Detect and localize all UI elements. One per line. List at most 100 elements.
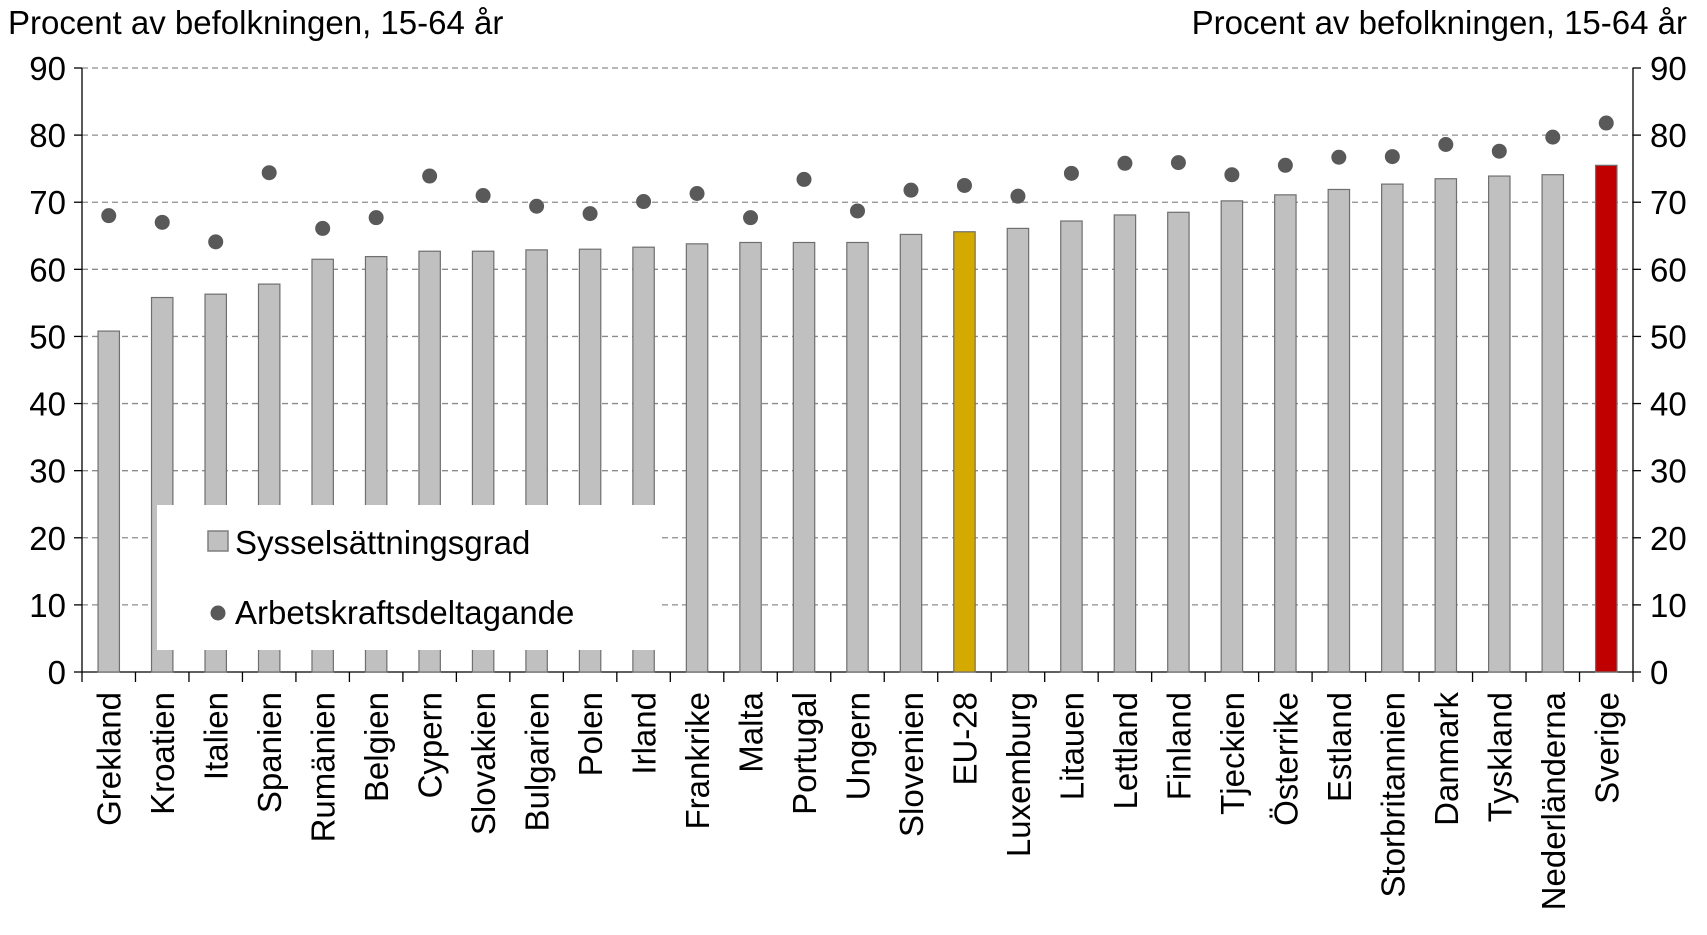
legend: Sysselsättningsgrad Arbetskraftsdeltagan… bbox=[157, 505, 659, 650]
legend-dot-swatch bbox=[210, 605, 226, 621]
x-tick-label: Polen bbox=[572, 692, 609, 776]
y-tick-label-left: 30 bbox=[29, 453, 66, 490]
x-tick-label: Frankrike bbox=[679, 692, 716, 830]
bar-finland bbox=[1167, 211, 1190, 673]
dot-series bbox=[101, 115, 1614, 250]
x-tick-label: Grekland bbox=[91, 692, 128, 826]
y-tick-label-right: 50 bbox=[1650, 318, 1687, 355]
dot-luxemburg bbox=[1010, 188, 1026, 204]
y-tick-label-left: 80 bbox=[29, 117, 66, 154]
x-tick-label: EU-28 bbox=[946, 692, 983, 786]
x-tick-label: Malta bbox=[733, 691, 770, 772]
y-tick-label-right: 90 bbox=[1650, 50, 1687, 87]
dot-nederländerna bbox=[1545, 129, 1561, 145]
bar-series bbox=[97, 164, 1618, 673]
dot-tyskland bbox=[1491, 143, 1507, 159]
dot-lettland bbox=[1117, 155, 1133, 171]
bar-litauen bbox=[1060, 220, 1083, 673]
bar-storbritannien bbox=[1381, 183, 1404, 673]
dot-storbritannien bbox=[1384, 149, 1400, 165]
legend-bar-swatch bbox=[207, 530, 229, 552]
x-tick-label: Finland bbox=[1160, 692, 1197, 800]
bar-grekland bbox=[97, 330, 121, 673]
y-tick-label-right: 10 bbox=[1650, 587, 1687, 624]
x-tick-label: Slovakien bbox=[465, 692, 502, 835]
y-tick-label-left: 10 bbox=[29, 587, 66, 624]
bar-sverige bbox=[1594, 164, 1618, 673]
y-tick-label-right: 30 bbox=[1650, 453, 1687, 490]
x-tick-label: Slovenien bbox=[893, 692, 930, 837]
bar-frankrike bbox=[685, 243, 709, 673]
legend-background bbox=[157, 505, 659, 650]
dot-frankrike bbox=[689, 185, 705, 201]
x-tick-label: Irland bbox=[626, 692, 663, 775]
x-tick-label: Luxemburg bbox=[1000, 692, 1037, 857]
y-tick-label-right: 60 bbox=[1650, 251, 1687, 288]
left-axis-unit-label: Procent av befolkningen, 15-64 år bbox=[8, 4, 504, 41]
dot-spanien bbox=[261, 165, 277, 181]
dot-eu-28 bbox=[956, 177, 972, 193]
y-tick-label-left: 20 bbox=[29, 520, 66, 557]
x-tick-label: Spanien bbox=[251, 692, 288, 813]
dot-estland bbox=[1331, 149, 1347, 165]
dot-portugal bbox=[796, 171, 812, 187]
bar-ungern bbox=[846, 241, 869, 673]
bar-luxemburg bbox=[1006, 227, 1030, 673]
dot-ungern bbox=[850, 203, 865, 219]
y-tick-labels: 0 0 10 10 20 20 30 30 40 40 50 50 60 60 70 70 80 80 90 90 bbox=[29, 50, 1686, 691]
legend-label-dots: Arbetskraftsdeltagande bbox=[235, 594, 574, 631]
y-tick-label-right: 70 bbox=[1650, 184, 1687, 221]
x-tick-label: Nederländerna bbox=[1535, 691, 1572, 910]
y-tick-label-left: 90 bbox=[29, 50, 66, 87]
y-tick-label-left: 50 bbox=[29, 318, 66, 355]
y-tick-label-left: 40 bbox=[29, 386, 66, 423]
dot-cypern bbox=[422, 168, 438, 184]
x-tick-label: Österrike bbox=[1267, 692, 1304, 826]
dot-österrike bbox=[1277, 157, 1293, 173]
x-tick-label: Litauen bbox=[1053, 692, 1090, 800]
bar-tjeckien bbox=[1220, 200, 1244, 673]
x-tick-label: Tjeckien bbox=[1214, 692, 1251, 815]
bar-eu-28 bbox=[953, 231, 976, 673]
x-tick-label: Cypern bbox=[412, 692, 449, 798]
x-tick-label: Bulgarien bbox=[519, 692, 556, 831]
x-tick-label: Rumänien bbox=[305, 692, 342, 842]
y-tick-label-right: 40 bbox=[1650, 386, 1687, 423]
bar-tyskland bbox=[1487, 175, 1511, 673]
x-tick-label: Lettland bbox=[1107, 692, 1144, 809]
dot-rumänien bbox=[315, 220, 331, 236]
x-tick-label: Belgien bbox=[358, 692, 395, 802]
x-tick-label: Sverige bbox=[1588, 692, 1625, 804]
bar-lettland bbox=[1113, 214, 1137, 673]
dot-slovenien bbox=[903, 182, 919, 198]
x-tick-label: Kroatien bbox=[144, 692, 181, 815]
dot-bulgarien bbox=[529, 198, 545, 214]
right-axis-unit-label: Procent av befolkningen, 15-64 år bbox=[1191, 4, 1687, 41]
dot-sverige bbox=[1598, 115, 1614, 131]
x-tick-label: Italien bbox=[198, 692, 235, 780]
bar-slovenien bbox=[899, 233, 923, 673]
y-tick-label-right: 80 bbox=[1650, 117, 1687, 154]
x-tick-label: Danmark bbox=[1428, 692, 1465, 826]
x-tick-label: Tyskland bbox=[1481, 692, 1518, 822]
dot-finland bbox=[1170, 155, 1186, 171]
dot-malta bbox=[743, 210, 759, 226]
y-tick-label-right: 0 bbox=[1650, 654, 1668, 691]
bar-malta bbox=[739, 241, 762, 673]
legend-label-bars: Sysselsättningsgrad bbox=[235, 524, 530, 561]
dot-slovakien bbox=[475, 188, 491, 204]
dot-italien bbox=[208, 234, 224, 250]
bar-danmark bbox=[1434, 178, 1458, 673]
dot-irland bbox=[636, 194, 652, 210]
dot-litauen bbox=[1063, 165, 1079, 181]
x-tick-label: Ungern bbox=[840, 692, 877, 800]
x-tick-label: Storbritannien bbox=[1374, 692, 1411, 897]
x-tick-labels: Grekland Kroatien Italien Spanien Rumänien Be… bbox=[91, 691, 1626, 910]
y-tick-label-right: 20 bbox=[1650, 520, 1687, 557]
dot-tjeckien bbox=[1224, 167, 1240, 183]
bar-österrike bbox=[1274, 194, 1297, 673]
bar-nederländerna bbox=[1541, 174, 1565, 673]
x-tick-label: Portugal bbox=[786, 692, 823, 815]
bar-portugal bbox=[792, 241, 816, 673]
